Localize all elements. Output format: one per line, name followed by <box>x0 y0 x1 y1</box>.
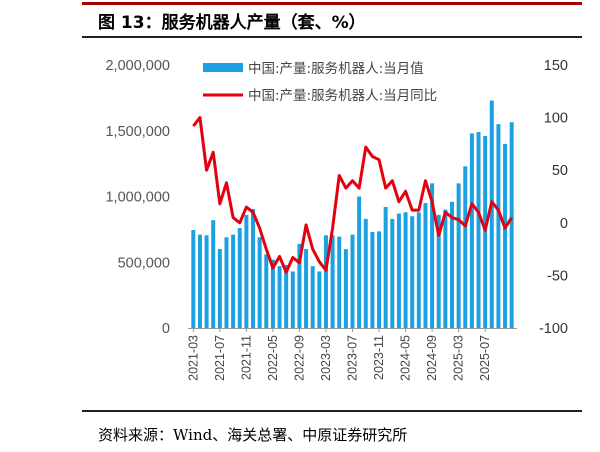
bar-2025-05 <box>469 133 474 328</box>
bar-2022-08 <box>290 271 295 328</box>
y-left-tick-label: 1,500,000 <box>105 124 170 140</box>
y-right-tick-label: -50 <box>547 268 568 284</box>
x-tick-label: 2025-07 <box>478 335 492 381</box>
bar-2022-11 <box>310 266 315 328</box>
bar-2025-06 <box>476 132 481 328</box>
bar-2024-07 <box>416 212 421 328</box>
legend-bar-label: 中国:产量:服务机器人:当月值 <box>248 61 424 77</box>
x-tick-label: 2021-07 <box>213 335 227 381</box>
bar-2024-09 <box>430 183 435 328</box>
bar-2023-09 <box>363 218 368 328</box>
bar-2025-03 <box>456 183 461 328</box>
bar-2022-03 <box>257 237 262 328</box>
bar-2023-10 <box>370 232 375 328</box>
bar-2021-03 <box>191 230 196 328</box>
bar-2021-11 <box>244 214 249 328</box>
x-tick-label: 2022-09 <box>292 335 306 381</box>
y-right-tick-label: 0 <box>560 216 568 232</box>
y-left-tick-label: 0 <box>162 321 170 337</box>
bar-2021-12 <box>251 208 255 328</box>
bar-2021-07 <box>217 249 222 328</box>
bar-2021-09 <box>231 234 236 328</box>
line-series <box>192 116 513 274</box>
x-tick-label: 2024-09 <box>425 335 439 381</box>
bar-2024-10 <box>436 214 441 328</box>
bar-2021-06 <box>211 220 216 328</box>
legend-line-label: 中国:产量:服务机器人:当月同比 <box>248 88 437 104</box>
bar-2024-08 <box>423 203 428 328</box>
legend: 中国:产量:服务机器人:当月值 中国:产量:服务机器人:当月同比 <box>203 61 437 104</box>
bar-2025-10 <box>503 143 508 328</box>
bar-series <box>191 100 514 328</box>
y-right-tick-label: 50 <box>552 163 568 179</box>
bar-2022-10 <box>304 249 309 328</box>
legend-bar-swatch <box>203 63 243 72</box>
bar-2024-06 <box>410 216 415 328</box>
bar-2023-07 <box>350 234 355 328</box>
bar-2024-05 <box>403 212 408 328</box>
bar-2021-08 <box>224 237 229 328</box>
bottom-divider <box>82 410 582 412</box>
bar-2022-05 <box>270 259 275 328</box>
bar-2022-07 <box>284 264 289 328</box>
bar-2025-11 <box>509 122 514 328</box>
axes: 0 500,000 1,000,000 1,500,000 2,000,000 -100 -… <box>105 58 568 381</box>
x-tick-label: 2021-03 <box>186 335 200 381</box>
top-border-rule <box>82 2 582 5</box>
bar-2025-08 <box>489 100 494 328</box>
y-left-tick-label: 1,000,000 <box>105 190 170 206</box>
x-tick-label: 2023-07 <box>346 335 360 381</box>
bar-2022-04 <box>264 254 269 328</box>
y-right-tick-label: 150 <box>544 58 568 74</box>
y-left-tick-label: 2,000,000 <box>105 58 170 74</box>
x-tick-label: 2024-05 <box>399 335 413 381</box>
title-divider <box>82 36 582 38</box>
source-note: 资料来源：Wind、海关总署、中原证券研究所 <box>98 426 408 444</box>
x-tick-label: 2022-05 <box>266 335 280 381</box>
x-tick-label: 2021-11 <box>239 335 253 380</box>
bar-2023-03 <box>323 235 328 328</box>
bar-2024-04 <box>396 213 401 328</box>
bar-2025-04 <box>463 166 468 328</box>
bar-2021-04 <box>197 234 202 328</box>
y-right-tick-label: -100 <box>539 321 568 337</box>
bar-2024-12 <box>450 201 454 328</box>
x-tick-label: 2023-11 <box>372 335 386 380</box>
y-left-tick-label: 500,000 <box>118 255 170 271</box>
bar-2023-11 <box>377 231 382 328</box>
bar-2023-04 <box>330 235 335 328</box>
yoy-line <box>192 116 513 274</box>
bar-2022-12 <box>317 271 322 328</box>
bar-2023-05 <box>337 236 342 328</box>
bar-2023-12 <box>383 207 388 328</box>
y-right-tick-label: 100 <box>544 111 568 127</box>
bar-2023-06 <box>343 249 348 328</box>
bar-2023-08 <box>357 196 362 328</box>
bar-2022-09 <box>297 243 302 328</box>
bar-2021-05 <box>204 235 209 328</box>
bar-2025-09 <box>496 124 501 328</box>
x-tick-label: 2025-03 <box>452 335 466 381</box>
bar-2024-11 <box>443 209 448 328</box>
x-tick-label: 2023-03 <box>319 335 333 381</box>
bar-2022-06 <box>277 266 282 328</box>
figure-title: 图 13：服务机器人产量（套、%） <box>98 13 366 33</box>
bar-2025-07 <box>483 136 488 328</box>
bar-2024-03 <box>390 218 395 328</box>
bar-2021-10 <box>237 228 242 328</box>
